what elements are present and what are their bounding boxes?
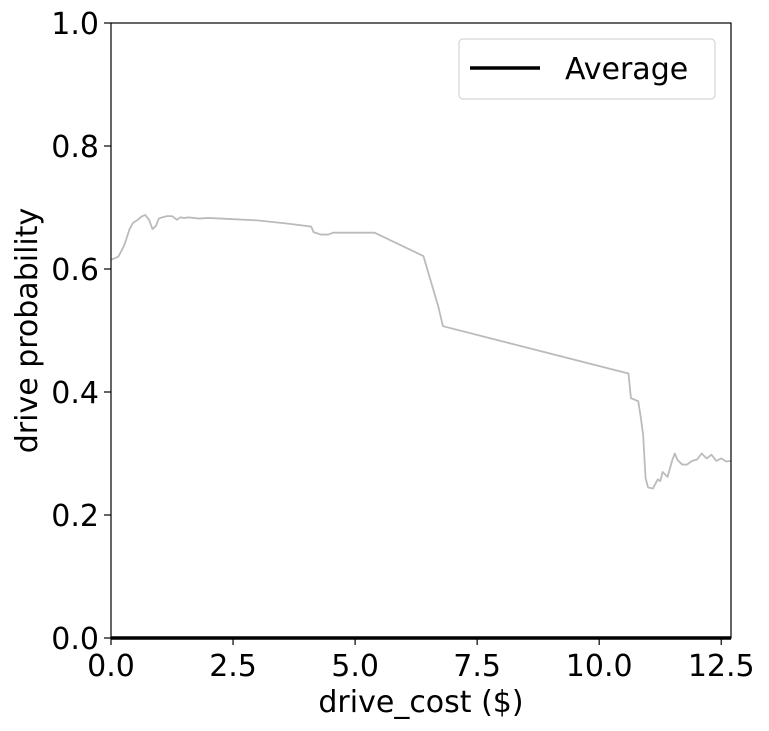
x-tick-label: 5.0 [331,649,379,684]
legend-box [458,38,716,100]
x-tick-label: 12.5 [688,649,755,684]
y-tick-label: 1.0 [51,7,99,42]
plot-layer [110,213,732,640]
x-axis-label: drive_cost ($) [318,685,523,720]
x-tick-label: 10.0 [566,649,633,684]
legend: Average [458,38,716,100]
y-tick-label: 0.8 [51,130,99,165]
series-line-drive-probability [110,213,732,490]
y-tick-label: 0.2 [51,499,99,534]
y-tick-label: 0.0 [51,622,99,657]
legend-label-average: Average [565,52,688,87]
x-tick-label: 0.0 [87,649,135,684]
y-axis-label: drive probability [10,208,45,454]
ticks-layer: 0.0 2.5 5.0 7.5 10.0 12.5 0.0 0.2 0.4 0.6 0.8 1.0 [51,7,754,684]
plot-frame [110,22,732,639]
y-tick-label: 0.4 [51,376,99,411]
x-tick-label: 7.5 [453,649,501,684]
x-tick-label: 2.5 [209,649,257,684]
y-tick-label: 0.6 [51,253,99,288]
